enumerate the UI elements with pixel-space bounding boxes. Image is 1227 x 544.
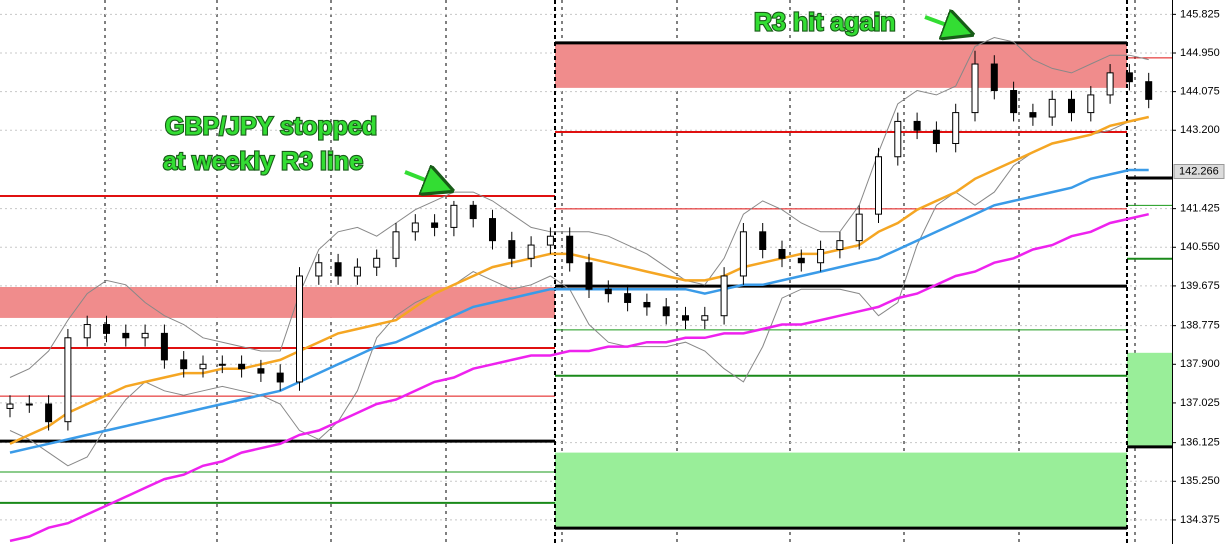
y-tick-label: 136.125 xyxy=(1180,437,1220,449)
candle-body xyxy=(817,248,825,264)
candle-body xyxy=(508,240,516,259)
candle-body xyxy=(566,235,574,264)
candle-body xyxy=(739,231,747,277)
candle-body xyxy=(701,315,709,321)
y-tick-label: 137.900 xyxy=(1180,358,1220,370)
candle-body xyxy=(759,231,767,250)
candle-body xyxy=(662,306,670,317)
candle-body xyxy=(990,63,998,92)
candle-body xyxy=(45,403,53,423)
last-price-label: 142.266 xyxy=(1179,165,1219,177)
indicator-lines xyxy=(9,36,1149,543)
candle-body xyxy=(296,275,303,383)
candle-body xyxy=(199,363,207,370)
last-price-box xyxy=(1173,164,1225,180)
candle-body xyxy=(180,359,188,370)
candle-body xyxy=(585,262,593,290)
candle-body xyxy=(218,363,226,366)
y-tick-label: 144.075 xyxy=(1180,86,1220,98)
zone xyxy=(555,42,1127,88)
candle-body xyxy=(6,403,14,409)
candle-body xyxy=(1048,98,1056,118)
annotation-arrow xyxy=(924,17,963,31)
candle-body xyxy=(1010,90,1018,114)
candle-body xyxy=(431,222,439,228)
candle-body xyxy=(913,120,921,131)
candle-body xyxy=(720,275,728,317)
candle-body xyxy=(489,218,496,242)
candle-body xyxy=(83,324,91,339)
candle-body xyxy=(103,324,110,334)
candle-body xyxy=(353,266,361,277)
candle-body xyxy=(373,257,381,268)
indicator-line xyxy=(9,36,1149,378)
y-tick-label: 143.200 xyxy=(1180,124,1220,136)
candle-body xyxy=(932,129,940,145)
candle-body xyxy=(1145,81,1153,100)
candle-body xyxy=(238,363,246,370)
pivot-levels xyxy=(0,0,1172,544)
candle-body xyxy=(643,301,651,308)
y-tick-label: 134.375 xyxy=(1180,514,1220,526)
candle-body xyxy=(624,293,632,303)
candle-body xyxy=(141,332,149,339)
y-tick-label: 144.950 xyxy=(1180,47,1220,59)
candle-body xyxy=(546,235,554,246)
candle-body xyxy=(836,240,844,250)
candle-body xyxy=(952,112,960,145)
annotation-arrow xyxy=(404,172,443,187)
candle-body xyxy=(334,262,342,277)
candle-body xyxy=(392,231,400,259)
candle-body xyxy=(257,368,265,374)
candle-body xyxy=(1029,112,1037,118)
zones xyxy=(0,42,1172,529)
price-axis-labels: 145.825 144.950 144.075 143.200 141.425 140.5… xyxy=(1172,8,1225,526)
candle-body xyxy=(1125,72,1133,83)
candle-body xyxy=(1106,72,1114,96)
candle-body xyxy=(855,213,863,242)
candle-body xyxy=(682,315,689,321)
candle-body xyxy=(1087,94,1095,114)
candle-body xyxy=(604,288,612,295)
y-tick-label: 139.675 xyxy=(1180,280,1220,292)
y-tick-label: 137.025 xyxy=(1180,397,1220,409)
candle-body xyxy=(25,403,33,406)
candles xyxy=(6,50,1153,431)
candle-body xyxy=(122,332,130,339)
candle-body xyxy=(778,248,786,259)
candle-body xyxy=(64,337,72,423)
annotation: at weekly R3 line xyxy=(163,148,363,176)
candle-body xyxy=(315,262,323,277)
candle-body xyxy=(469,204,477,220)
y-tick-label: 141.425 xyxy=(1180,203,1220,215)
candle-body xyxy=(160,332,168,361)
indicator-line xyxy=(9,115,1149,445)
y-tick-label: 145.825 xyxy=(1180,8,1220,20)
candle-body xyxy=(411,222,419,233)
annotation: GBP/JPY stopped xyxy=(165,113,377,141)
candle-body xyxy=(797,257,805,264)
y-tick-label: 140.550 xyxy=(1180,241,1220,253)
zone xyxy=(1127,352,1172,447)
candle-body xyxy=(971,63,979,114)
indicator-line xyxy=(9,212,1149,543)
candle-body xyxy=(894,120,902,158)
candle-body xyxy=(875,156,882,215)
y-tick-label: 138.775 xyxy=(1180,320,1220,332)
zone xyxy=(555,452,1127,529)
candle-body xyxy=(527,244,535,259)
annotation: R3 hit again xyxy=(754,9,896,37)
indicator-line xyxy=(9,116,1149,467)
candle-body xyxy=(1068,98,1075,114)
candle-body xyxy=(450,204,458,228)
zone xyxy=(0,287,555,318)
candle-body xyxy=(276,372,284,383)
annotations: GBP/JPY stopped at weekly R3 line R3 hit a… xyxy=(162,8,963,187)
indicator-line xyxy=(9,168,1149,454)
y-tick-label: 135.250 xyxy=(1180,475,1220,487)
price-axis xyxy=(1172,0,1227,544)
